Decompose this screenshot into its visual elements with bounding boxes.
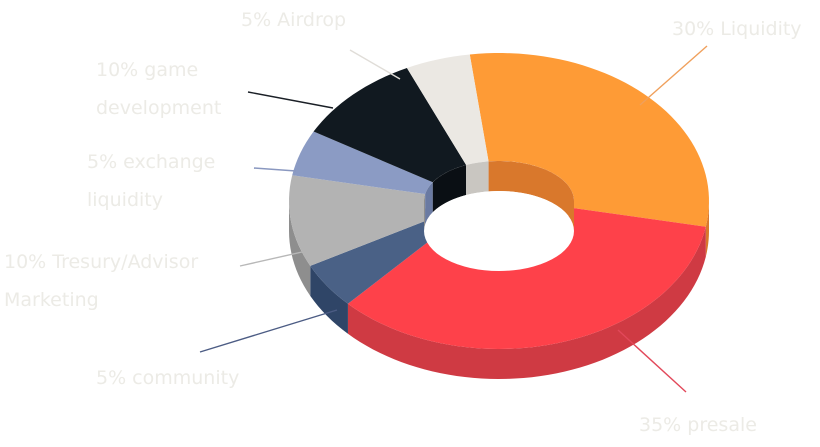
- inner-wall-airdrop: [466, 161, 489, 196]
- donut-hole-floor: [424, 191, 574, 271]
- label-game-development-line-2: development: [96, 97, 221, 119]
- leader-line-community: [199, 309, 338, 353]
- slice-exchange-liquidity[interactable]: [292, 131, 433, 195]
- slice-side-liquidity: [705, 201, 709, 257]
- slice-side-tresury-advisor-marketing: [289, 201, 311, 296]
- label-tresury-advisor-marketing-line-2: Marketing: [4, 289, 99, 311]
- slice-game-development[interactable]: [313, 67, 467, 183]
- label-community: 5% community: [96, 367, 239, 389]
- slice-airdrop[interactable]: [406, 54, 489, 166]
- donut-hole-layer: [424, 161, 574, 271]
- label-exchange-liquidity-line-1: 5% exchange: [87, 151, 215, 173]
- slice-tresury-advisor-marketing[interactable]: [289, 175, 432, 266]
- label-game-development-line-1: 10% game: [96, 59, 198, 81]
- slice-side-layer: [289, 201, 709, 379]
- slice-side-community: [310, 265, 348, 334]
- inner-wall-liquidity: [488, 161, 574, 231]
- leader-line-airdrop: [349, 49, 401, 80]
- label-liquidity: 30% Liquidity: [672, 18, 802, 40]
- slice-side-presale: [347, 226, 706, 379]
- label-tresury-advisor-marketing-line-1: 10% Tresury/Advisor: [4, 251, 198, 273]
- leader-line-game-development: [247, 91, 334, 109]
- slice-liquidity[interactable]: [469, 53, 709, 227]
- leader-line-exchange-liquidity: [253, 167, 297, 172]
- label-airdrop: 5% Airdrop: [241, 9, 346, 31]
- leader-line-tresury-advisor-marketing: [239, 251, 303, 267]
- label-exchange-liquidity-line-2: liquidity: [87, 189, 163, 211]
- slice-top-layer: [289, 53, 709, 349]
- inner-wall-tresury-advisor-marketing: [424, 194, 426, 231]
- leader-line-presale: [617, 329, 687, 393]
- leader-line-layer: [199, 45, 708, 393]
- inner-wall-exchange-liquidity: [425, 182, 433, 225]
- leader-line-liquidity: [639, 45, 708, 106]
- slice-community[interactable]: [310, 218, 446, 304]
- slice-label-layer: 30% Liquidity 35% presale 5% community 10% …: [4, 9, 802, 436]
- label-presale: 35% presale: [639, 414, 757, 436]
- inner-wall-game-development: [432, 165, 467, 213]
